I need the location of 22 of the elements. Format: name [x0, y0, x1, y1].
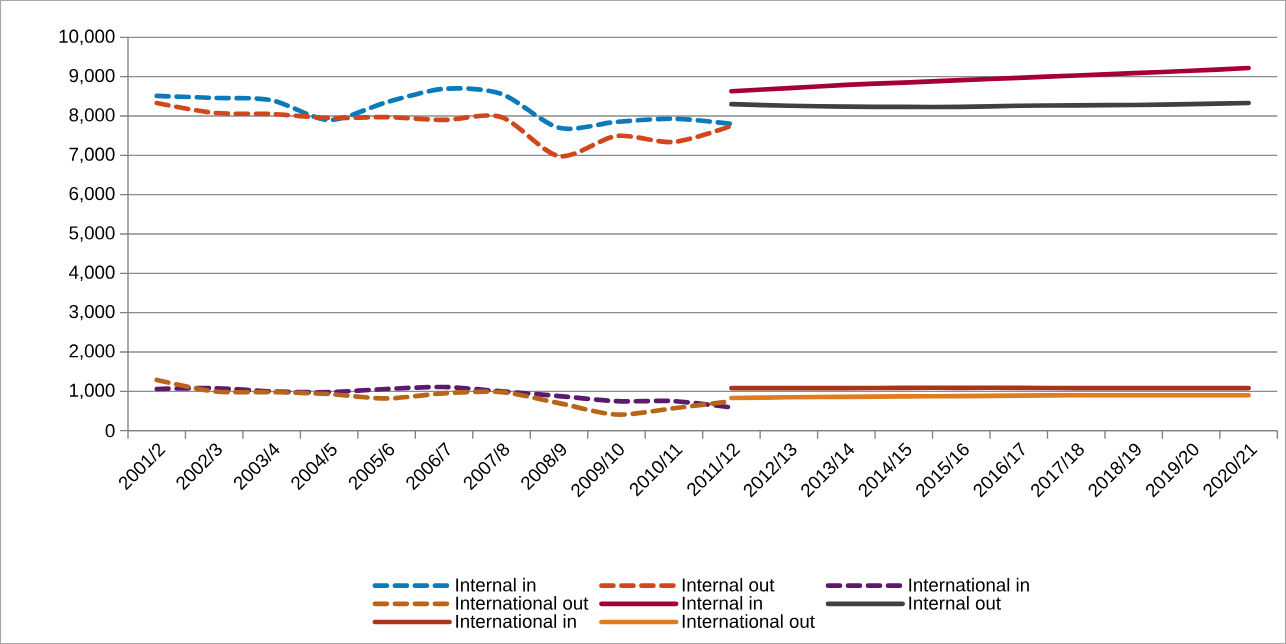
legend-label: International in — [456, 614, 576, 628]
y-tick-label: 1,000 — [70, 383, 115, 400]
y-tick-label: 6,000 — [69, 186, 115, 203]
y-tick-label: 0 — [105, 424, 115, 438]
legend-label: International out — [456, 596, 589, 610]
y-tick-label: 3,000 — [69, 304, 115, 321]
y-tick-label: 4,000 — [69, 265, 115, 282]
legend-label: International out — [682, 614, 815, 628]
y-tick-label: 2,000 — [69, 344, 115, 360]
line-series — [729, 65, 1251, 94]
line-series — [154, 100, 734, 159]
y-tick-label: 7,000 — [69, 147, 115, 164]
legend-label: Internal out — [909, 596, 1001, 610]
y-tick-label: 5,000 — [69, 226, 115, 242]
legend-label: Internal in — [456, 577, 536, 592]
y-tick-label: 8,000 — [69, 108, 115, 124]
legend-label: Internal out — [682, 577, 775, 592]
y-tick-label: 9,000 — [69, 68, 115, 85]
legend-label: International in — [909, 577, 1029, 592]
line-series — [154, 86, 734, 132]
y-tick-label: 10,000 — [59, 29, 115, 46]
legend-label: Internal in — [682, 596, 762, 610]
